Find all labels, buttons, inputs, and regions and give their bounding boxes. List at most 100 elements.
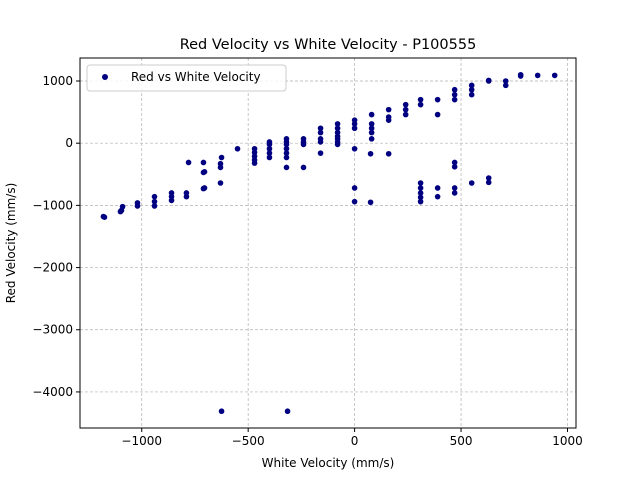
data-point	[468, 180, 475, 186]
data-point	[300, 164, 307, 171]
data-point	[334, 125, 341, 132]
y-tick-label: 0	[65, 136, 73, 150]
data-point	[317, 129, 324, 136]
data-point	[283, 164, 290, 171]
data-point	[251, 145, 258, 152]
y-tick-label: −3000	[32, 323, 73, 337]
data-point	[217, 180, 224, 186]
x-tick-label: 500	[450, 434, 473, 448]
data-point	[234, 145, 241, 152]
data-point	[451, 164, 458, 170]
data-point	[434, 111, 441, 118]
data-point	[119, 203, 126, 210]
data-point	[351, 125, 358, 132]
data-point	[502, 78, 509, 84]
data-point	[368, 136, 375, 142]
legend-label: Red vs White Velocity	[131, 70, 261, 84]
data-point	[434, 193, 441, 200]
data-point	[368, 121, 375, 127]
data-point	[551, 72, 558, 79]
data-point	[201, 168, 208, 175]
data-point	[417, 96, 424, 103]
data-point	[451, 190, 458, 196]
data-point	[417, 185, 424, 191]
data-point	[417, 180, 424, 186]
data-point	[402, 111, 409, 118]
data-point	[300, 136, 307, 142]
data-point	[283, 154, 290, 161]
data-point	[351, 198, 358, 205]
data-point	[417, 198, 424, 205]
data-point	[367, 199, 374, 206]
data-point	[168, 190, 175, 196]
legend-marker	[102, 74, 108, 80]
data-point	[266, 150, 273, 156]
data-point	[451, 185, 458, 191]
data-point	[517, 71, 524, 78]
data-point	[334, 121, 341, 127]
data-point	[266, 139, 273, 145]
data-point	[283, 150, 290, 156]
data-point	[385, 114, 392, 120]
data-point	[317, 136, 324, 142]
data-point	[218, 154, 225, 161]
data-point	[385, 150, 392, 157]
data-point	[451, 86, 458, 93]
data-point	[317, 150, 324, 156]
x-axis-ticks: −1000 −500 0 500 1000	[121, 428, 583, 448]
legend: Red vs White Velocity	[86, 64, 287, 92]
data-point	[283, 145, 290, 152]
data-point	[151, 203, 158, 209]
y-tick-label: −1000	[32, 198, 73, 212]
data-point	[317, 125, 324, 132]
chart-title: Red Velocity vs White Velocity - P100555	[180, 37, 477, 53]
y-tick-label: −4000	[32, 385, 73, 399]
data-point	[417, 194, 424, 201]
data-point	[385, 106, 392, 113]
data-point	[468, 91, 475, 98]
data-point	[283, 136, 290, 142]
data-point	[284, 408, 291, 415]
x-tick-label: 0	[351, 434, 359, 448]
data-point	[434, 185, 441, 191]
data-point	[351, 145, 358, 152]
x-axis-label: White Velocity (mm/s)	[262, 456, 395, 470]
data-point	[402, 106, 409, 113]
data-point	[502, 82, 509, 89]
data-point	[451, 96, 458, 103]
data-point	[468, 82, 475, 89]
data-point	[434, 96, 441, 103]
data-point	[334, 129, 341, 136]
legend-box	[86, 64, 287, 92]
y-axis-label: Red Velocity (mm/s)	[4, 183, 18, 304]
data-point	[368, 125, 375, 132]
data-point	[417, 101, 424, 108]
data-point	[101, 214, 108, 220]
data-point	[485, 179, 492, 186]
y-tick-label: 1000	[42, 74, 73, 88]
data-point	[367, 150, 374, 157]
data-point	[183, 190, 190, 196]
data-point	[201, 185, 208, 191]
data-point	[451, 159, 458, 166]
x-tick-label: −1000	[121, 434, 162, 448]
data-point	[266, 154, 273, 161]
data-point	[351, 185, 358, 191]
y-axis-ticks: 1000 0 −1000 −2000 −3000 −4000	[32, 74, 80, 399]
plot-frame	[79, 57, 577, 429]
data-point	[134, 200, 141, 206]
data-point	[417, 190, 424, 196]
data-point	[151, 198, 158, 205]
data-point	[468, 86, 475, 93]
y-tick-label: −2000	[32, 261, 73, 275]
data-point	[200, 159, 207, 166]
data-point	[351, 117, 358, 123]
data-point	[534, 72, 541, 79]
data-point	[218, 408, 225, 415]
x-tick-label: −500	[232, 434, 265, 448]
data-point	[485, 175, 492, 181]
data-point	[368, 111, 375, 118]
data-point	[151, 193, 158, 200]
data-point	[368, 129, 375, 136]
